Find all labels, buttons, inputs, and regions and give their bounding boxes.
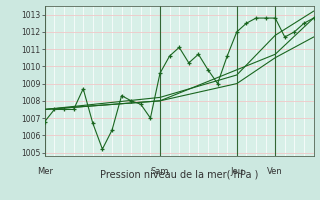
X-axis label: Pression niveau de la mer( hPa ): Pression niveau de la mer( hPa ) bbox=[100, 170, 258, 180]
Text: Jeu: Jeu bbox=[230, 166, 244, 176]
Text: Ven: Ven bbox=[267, 166, 283, 176]
Text: Sam: Sam bbox=[151, 166, 169, 176]
Text: Mer: Mer bbox=[37, 166, 53, 176]
